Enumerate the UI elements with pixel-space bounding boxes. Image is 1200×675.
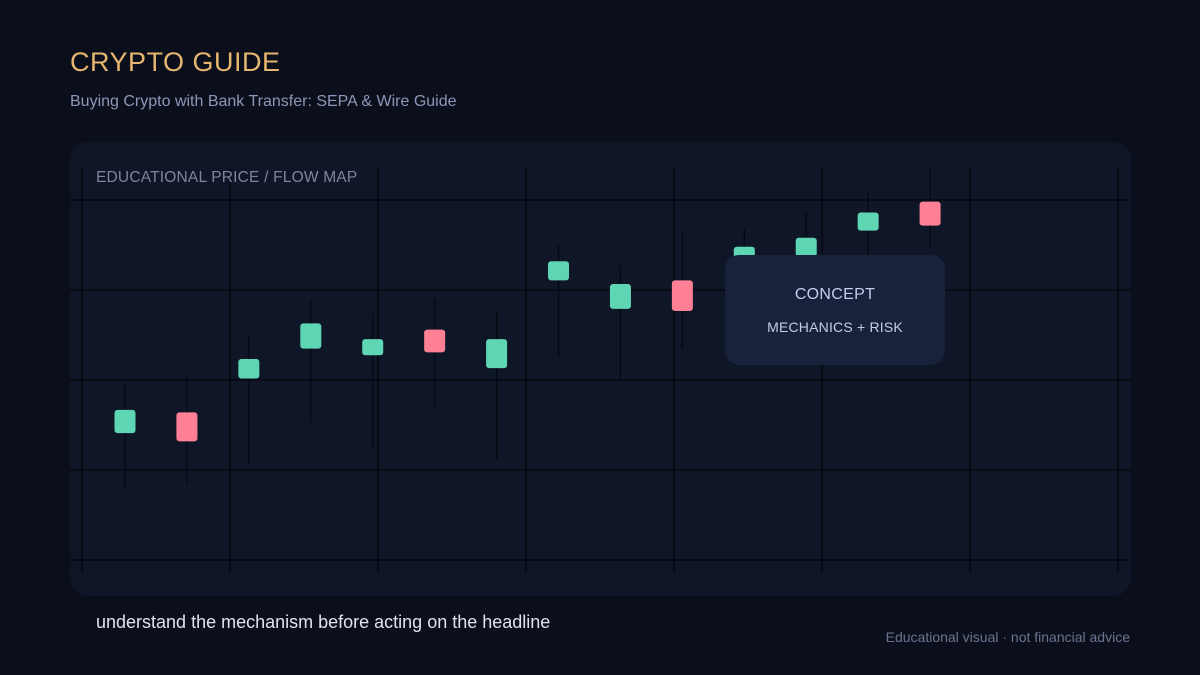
- candle-body-13: [857, 212, 879, 231]
- candle-body-10: [671, 280, 693, 311]
- chart-candles: [114, 168, 941, 490]
- concept-subtitle: MECHANICS + RISK: [767, 319, 903, 335]
- page-subtitle: Buying Crypto with Bank Transfer: SEPA &…: [70, 93, 457, 110]
- candle-body-14: [919, 201, 941, 226]
- candle-body-12: [795, 237, 817, 257]
- concept-title: CONCEPT: [794, 286, 876, 303]
- panel-label: EDUCATIONAL PRICE / FLOW MAP: [96, 169, 358, 186]
- chart-grid: [70, 168, 1131, 572]
- candle-body-4: [300, 323, 322, 349]
- candle-body-6: [424, 329, 446, 353]
- candle-body-9: [609, 284, 631, 309]
- candlestick-chart: [70, 168, 1131, 572]
- candle-body-3: [238, 358, 260, 379]
- disclaimer: Educational visual · not financial advic…: [885, 629, 1130, 645]
- candle-body-1: [114, 409, 136, 434]
- candle-body-5: [362, 339, 384, 356]
- chart-panel: EDUCATIONAL PRICE / FLOW MAP CONCEPT MEC…: [70, 142, 1131, 596]
- tagline: understand the mechanism before acting o…: [96, 612, 551, 632]
- candle-body-8: [548, 261, 570, 281]
- page-title: CRYPTO GUIDE: [70, 47, 281, 77]
- candle-body-2: [176, 412, 198, 442]
- concept-callout: CONCEPT MECHANICS + RISK: [725, 255, 945, 365]
- candle-body-7: [486, 339, 508, 369]
